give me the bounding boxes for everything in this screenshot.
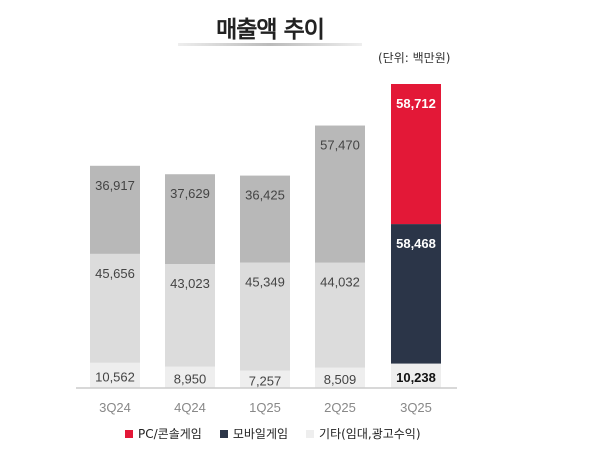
legend-label: 모바일게임 [232, 427, 289, 441]
bar-segment-pc [315, 125, 365, 263]
bar-segment-pc [165, 174, 215, 265]
data-label: 36,917 [95, 178, 135, 193]
bar-segment-other [90, 362, 140, 388]
x-tick-label: 3Q24 [99, 400, 131, 415]
bar-segment-pc [90, 165, 140, 254]
chart-title: 매출액 추이 [216, 17, 325, 43]
legend-item-pc: PC/콘솔게임 [125, 425, 202, 442]
legend: PC/콘솔게임 모바일게임 기타(임대,광고수익) [125, 425, 421, 442]
bar-segment-mobile [391, 224, 441, 364]
bar-segment-mobile [165, 264, 215, 367]
legend-label: 기타(임대,광고수익) [319, 427, 421, 441]
data-label: 45,349 [245, 274, 285, 289]
legend-swatch [306, 429, 315, 438]
data-label: 7,257 [249, 373, 282, 388]
bar-segment-other [315, 367, 365, 388]
x-tick-label: 2Q25 [324, 400, 356, 415]
x-tick-label: 4Q24 [174, 400, 206, 415]
bar-segment-mobile [240, 262, 290, 371]
data-label: 58,468 [396, 236, 436, 251]
legend-item-other: 기타(임대,광고수익) [306, 425, 421, 442]
data-label: 8,950 [174, 371, 207, 386]
data-label: 10,562 [95, 369, 135, 384]
title-underline [178, 43, 362, 46]
legend-swatch [219, 429, 228, 438]
data-label: 10,238 [396, 370, 436, 385]
data-label: 36,425 [245, 188, 285, 203]
data-label: 8,509 [324, 372, 357, 387]
legend-swatch [125, 429, 133, 438]
legend-label: PC/콘솔게임 [138, 427, 202, 441]
data-label: 43,023 [170, 276, 210, 291]
data-label: 45,656 [95, 266, 135, 281]
bar-segment-mobile [90, 253, 140, 363]
data-label: 58,712 [396, 96, 436, 111]
data-label: 44,032 [320, 275, 360, 290]
legend-item-mobile: 모바일게임 [219, 425, 289, 442]
bar-segment-pc [391, 84, 441, 225]
bar-segment-other [240, 370, 290, 388]
bar-segment-other [165, 366, 215, 388]
bar-segment-other [391, 363, 441, 388]
data-label: 37,629 [170, 186, 210, 201]
x-tick-label: 1Q25 [249, 400, 281, 415]
x-tick-label: 3Q25 [400, 400, 432, 415]
data-label: 57,470 [320, 138, 360, 153]
unit-label: (단위: 백만원) [378, 51, 451, 65]
bar-segment-mobile [315, 262, 365, 368]
bar-segment-pc [240, 175, 290, 263]
